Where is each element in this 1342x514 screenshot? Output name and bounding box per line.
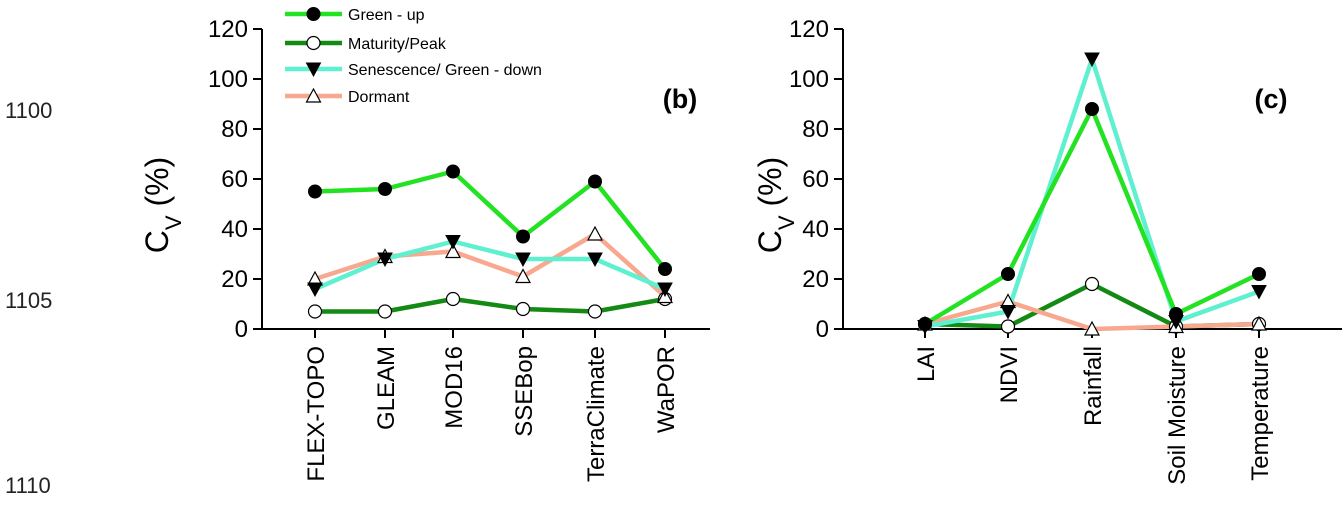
series-line [314, 169, 667, 271]
y-axis-label-unit: (%) [752, 157, 788, 216]
y-axis-label-sub: V [161, 215, 186, 230]
data-point [587, 304, 603, 319]
data-point [1252, 267, 1266, 281]
data-point [307, 282, 323, 298]
data-point [1083, 320, 1101, 336]
y-tick-label: 80 [221, 116, 248, 143]
legend-marker [306, 35, 321, 51]
data-point [1169, 307, 1183, 321]
legend-marker [305, 87, 322, 103]
y-tick-label: 80 [802, 116, 829, 143]
y-axis-label-unit: (%) [139, 157, 175, 216]
data-point [377, 252, 393, 268]
data-point [1001, 267, 1015, 281]
data-point [307, 304, 323, 319]
y-axis-label-main: C [752, 230, 788, 253]
data-point [658, 262, 672, 276]
y-tick-label: 0 [816, 316, 829, 343]
data-point [516, 229, 530, 244]
line-number: 1100 [5, 98, 53, 123]
data-point [1084, 276, 1100, 292]
data-point [918, 317, 932, 331]
panel-label: (c) [1255, 84, 1288, 114]
data-point [1251, 285, 1267, 300]
y-tick-label: 40 [221, 216, 248, 243]
data-point [377, 304, 393, 319]
data-point [514, 268, 532, 284]
chart-panel-c: 0 20 40 60 80 100 120 LAI NDVI Rainfall Soil Moist… [752, 16, 1342, 485]
data-point [446, 164, 460, 179]
x-tick-label: MOD16 [441, 346, 468, 429]
y-tick-label: 100 [789, 66, 829, 93]
data-point [1085, 102, 1099, 116]
series-line [315, 296, 666, 314]
x-tick-label: FLEX-TOPO [303, 346, 330, 482]
y-axis-label: CV (%) [139, 157, 186, 253]
legend-label: Maturity/Peak [348, 36, 447, 53]
series-line [314, 231, 667, 299]
y-tick-label: 20 [802, 266, 829, 293]
data-point [515, 252, 531, 268]
x-tick-label: WaPOR [653, 346, 680, 433]
y-axis-label: CV (%) [752, 157, 799, 253]
data-point [588, 174, 602, 189]
y-tick-label: 20 [221, 266, 248, 293]
data-point [1000, 319, 1016, 334]
data-point [445, 235, 461, 250]
panel-label: (b) [663, 84, 697, 114]
data-point [1000, 305, 1016, 320]
y-tick-label: 60 [221, 166, 248, 193]
data-point [587, 252, 603, 268]
y-tick-label: 120 [789, 16, 829, 43]
legend: Green - up Maturity/Peak Senescence/ Gree… [285, 7, 542, 106]
data-point [1084, 52, 1100, 68]
x-tick-label: GLEAM [373, 346, 400, 430]
y-tick-label: 120 [208, 16, 248, 43]
series-line [923, 106, 1260, 326]
data-point [515, 301, 531, 317]
line-number: 1110 [5, 473, 51, 498]
legend-label: Dormant [348, 89, 410, 106]
data-point [1250, 315, 1268, 331]
legend-label: Green - up [348, 7, 425, 24]
y-axis-label-main: C [139, 230, 175, 253]
x-tick-label: NDVI [996, 346, 1023, 403]
x-tick-label: TerraClimate [583, 346, 610, 482]
x-tick-label: Temperature [1247, 346, 1274, 481]
y-tick-label: 40 [802, 216, 829, 243]
y-tick-label: 100 [208, 66, 248, 93]
y-tick-label: 60 [802, 166, 829, 193]
data-point [445, 291, 461, 307]
data-point [444, 243, 462, 259]
line-number: 1105 [5, 288, 53, 313]
x-tick-label: LAI [913, 346, 940, 382]
x-tick-label: Rainfall [1080, 346, 1107, 426]
data-point [586, 225, 604, 241]
y-tick-label: 0 [235, 316, 248, 343]
legend-marker [306, 7, 321, 21]
data-point [378, 182, 392, 196]
legend-marker [305, 62, 322, 78]
data-point [308, 184, 322, 199]
x-tick-label: SSEBop [511, 346, 538, 437]
legend-label: Senescence/ Green - down [348, 62, 542, 79]
y-axis-label-sub: V [774, 215, 799, 230]
chart-panel-b: 0 20 40 60 80 100 120 FLEX-TOPO GLEAM MOD16 SSEBop… [139, 16, 710, 482]
data-point [657, 282, 673, 298]
x-tick-label: Soil Moisture [1164, 346, 1191, 485]
series-line [314, 239, 666, 292]
